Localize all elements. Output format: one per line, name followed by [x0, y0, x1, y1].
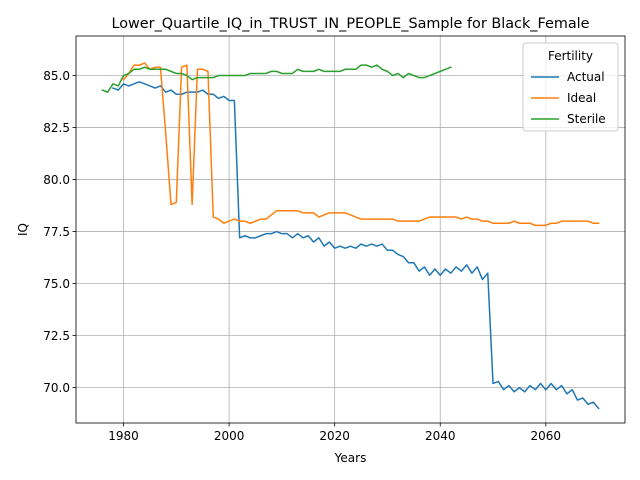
y-tick-label: 77.5: [43, 225, 70, 239]
y-tick-label: 85.0: [43, 69, 70, 83]
plot-frame: [75, 35, 626, 424]
y-tick-label: 80.0: [43, 173, 70, 187]
series-line-sterile: [101, 64, 452, 93]
y-axis-title: IQ: [16, 223, 30, 236]
legend-title: Fertility: [548, 49, 593, 63]
y-tick-label: 82.5: [43, 121, 70, 135]
series-line-actual: [111, 81, 600, 410]
series-line-ideal: [122, 62, 600, 227]
y-tick-label: 75.0: [43, 277, 70, 291]
y-tick-label: 72.5: [43, 329, 70, 343]
x-tick-label: 2040: [425, 429, 456, 443]
x-tick-label: 2000: [214, 429, 245, 443]
legend-entries: Actual Ideal Sterile: [531, 70, 606, 126]
legend-label-ideal: Ideal: [567, 91, 596, 105]
legend-label-sterile: Sterile: [567, 112, 606, 126]
x-axis-title: Years: [334, 451, 367, 465]
x-tick-label: 2020: [319, 429, 350, 443]
y-tick-label: 70.0: [43, 381, 70, 395]
legend-label-actual: Actual: [567, 70, 605, 84]
x-tick-label: 2060: [531, 429, 562, 443]
chart-title: Lower_Quartile_IQ_in_TRUST_IN_PEOPLE_Sam…: [111, 16, 589, 32]
axis-ticks: 1980 2000 2020 2040 2060 70.0 72.5 75.0 77.5 80.0…: [43, 69, 561, 443]
legend: Fertility Actual Ideal Sterile: [522, 42, 619, 132]
x-tick-label: 1980: [108, 429, 139, 443]
series-lines: [101, 62, 600, 410]
legend-box: [522, 42, 619, 132]
